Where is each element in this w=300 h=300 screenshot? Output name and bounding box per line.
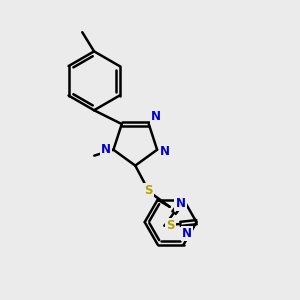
Text: N: N: [160, 145, 170, 158]
Text: N: N: [101, 143, 111, 156]
Text: N: N: [182, 227, 192, 240]
Text: N: N: [151, 110, 161, 123]
Text: S: S: [166, 219, 175, 232]
Text: N: N: [176, 197, 185, 210]
Text: S: S: [144, 184, 153, 197]
